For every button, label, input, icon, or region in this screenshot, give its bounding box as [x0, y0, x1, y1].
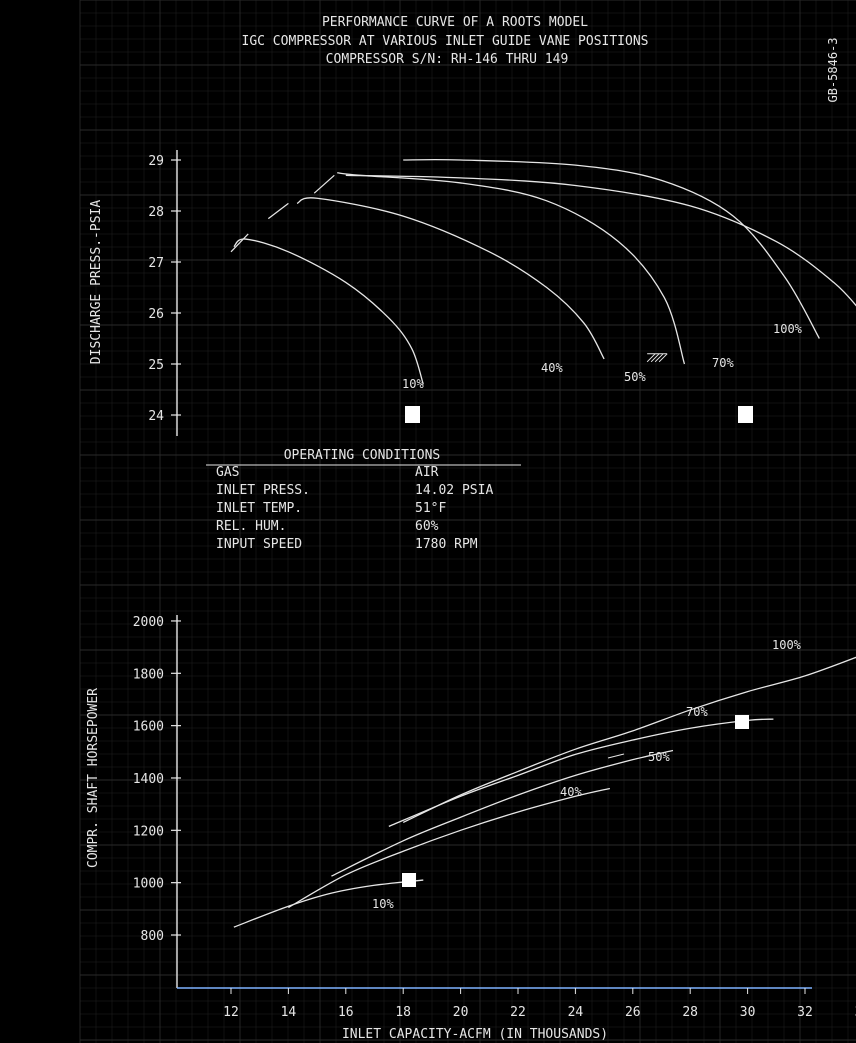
y-tick-label: 1800	[133, 667, 164, 682]
hatch-mark	[654, 353, 664, 363]
series-line-50	[337, 172, 686, 365]
series-line-40	[296, 197, 605, 360]
chart-title-line1: PERFORMANCE CURVE OF A ROOTS MODEL	[322, 15, 588, 30]
marker-square	[402, 873, 416, 887]
svg-text:10%: 10%	[402, 377, 424, 391]
y-tick-label: 1000	[133, 877, 164, 892]
y-tick-label: 1600	[133, 720, 164, 735]
x-tick-label: 18	[395, 1005, 411, 1020]
condition-value: AIR	[415, 465, 439, 480]
y-tick-label: 24	[148, 409, 164, 424]
series-label-100: 100%	[773, 322, 803, 336]
x-tick-label: 16	[338, 1005, 354, 1020]
series-label-100: 100%	[772, 638, 802, 652]
svg-text:100%: 100%	[773, 322, 803, 336]
series-line-50	[331, 749, 674, 877]
y-tick-label: 26	[148, 307, 164, 322]
svg-text:40%: 40%	[560, 785, 582, 799]
bottom-y-axis-label: COMPR. SHAFT HORSEPOWER	[86, 688, 101, 868]
operating-conditions-heading: OPERATING CONDITIONS	[284, 448, 441, 463]
y-tick-label: 29	[148, 154, 164, 169]
series-line-100	[345, 174, 856, 307]
y-tick-label: 27	[148, 256, 164, 271]
shaft-horsepower-chart: 800 1000 1200 1400 1600 1800 2000 12 14 16 18 20 22…	[86, 615, 856, 1042]
series-line-10	[233, 238, 424, 385]
condition-label: INPUT SPEED	[216, 537, 302, 552]
top-y-axis-label: DISCHARGE PRESS.-PSIA	[89, 200, 104, 365]
x-tick-label: 34	[855, 1005, 856, 1020]
condition-value: 14.02 PSIA	[415, 483, 493, 498]
surge-mark	[313, 174, 335, 194]
chart-title-line3: COMPRESSOR S/N: RH-146 THRU 149	[326, 52, 569, 67]
svg-text:10%: 10%	[372, 897, 394, 911]
series-line-10	[233, 879, 424, 928]
condition-label: GAS	[216, 465, 239, 480]
chart-title-line2: IGC COMPRESSOR AT VARIOUS INLET GUIDE VA…	[242, 34, 649, 49]
svg-text:50%: 50%	[624, 370, 646, 384]
discharge-pressure-chart: 24 25 26 27 28 29 DISCHARGE PRESS.-PSIA 10% 4…	[89, 150, 856, 436]
series-label-50: 50%	[648, 750, 670, 764]
surge-mark	[230, 233, 249, 253]
series-label-40: 40%	[541, 361, 563, 375]
x-tick-label: 30	[740, 1005, 756, 1020]
condition-label: REL. HUM.	[216, 519, 286, 534]
series-line-70	[388, 718, 774, 827]
svg-text:40%: 40%	[541, 361, 563, 375]
series-label-10: 10%	[372, 897, 394, 911]
x-tick-label: 20	[453, 1005, 469, 1020]
hatch-mark	[650, 353, 660, 363]
y-tick-label: 25	[148, 358, 164, 373]
x-tick-label: 12	[223, 1005, 239, 1020]
hatch-mark	[646, 353, 656, 363]
svg-text:50%: 50%	[648, 750, 670, 764]
series-line-100	[402, 656, 856, 824]
x-tick-label: 26	[625, 1005, 641, 1020]
condition-value: 1780 RPM	[415, 537, 478, 552]
document-id: GB-5846-3	[826, 37, 840, 102]
condition-value: 51°F	[415, 501, 446, 516]
svg-text:70%: 70%	[686, 705, 708, 719]
y-tick-label: 1400	[133, 772, 164, 787]
marker-square	[405, 406, 420, 423]
x-tick-label: 14	[281, 1005, 297, 1020]
marker-square	[738, 406, 753, 423]
series-line-40	[288, 787, 610, 909]
x-tick-label: 22	[510, 1005, 526, 1020]
series-label-70: 70%	[686, 705, 708, 719]
series-label-50: 50%	[624, 370, 646, 384]
x-tick-label: 32	[797, 1005, 813, 1020]
condition-label: INLET PRESS.	[216, 483, 310, 498]
y-tick-label: 800	[141, 929, 164, 944]
x-tick-label: 24	[568, 1005, 584, 1020]
grid	[79, 0, 856, 1043]
surge-mark	[267, 202, 289, 220]
hatch-mark	[658, 353, 668, 363]
series-line-70	[403, 158, 820, 339]
series-label-tick-50	[607, 753, 625, 759]
y-tick-label: 1200	[133, 824, 164, 839]
series-label-40: 40%	[560, 785, 582, 799]
marker-square	[735, 715, 749, 729]
x-tick-label: 28	[682, 1005, 698, 1020]
x-axis-label: INLET CAPACITY-ACFM (IN THOUSANDS)	[342, 1027, 608, 1042]
condition-value: 60%	[415, 519, 439, 534]
svg-text:70%: 70%	[712, 356, 734, 370]
series-label-10: 10%	[402, 377, 424, 391]
condition-label: INLET TEMP.	[216, 501, 302, 516]
y-tick-label: 2000	[133, 615, 164, 630]
series-label-70: 70%	[712, 356, 734, 370]
y-tick-label: 28	[148, 205, 164, 220]
svg-text:100%: 100%	[772, 638, 802, 652]
operating-conditions-table: OPERATING CONDITIONS GAS AIR INLET PRESS…	[206, 448, 521, 552]
